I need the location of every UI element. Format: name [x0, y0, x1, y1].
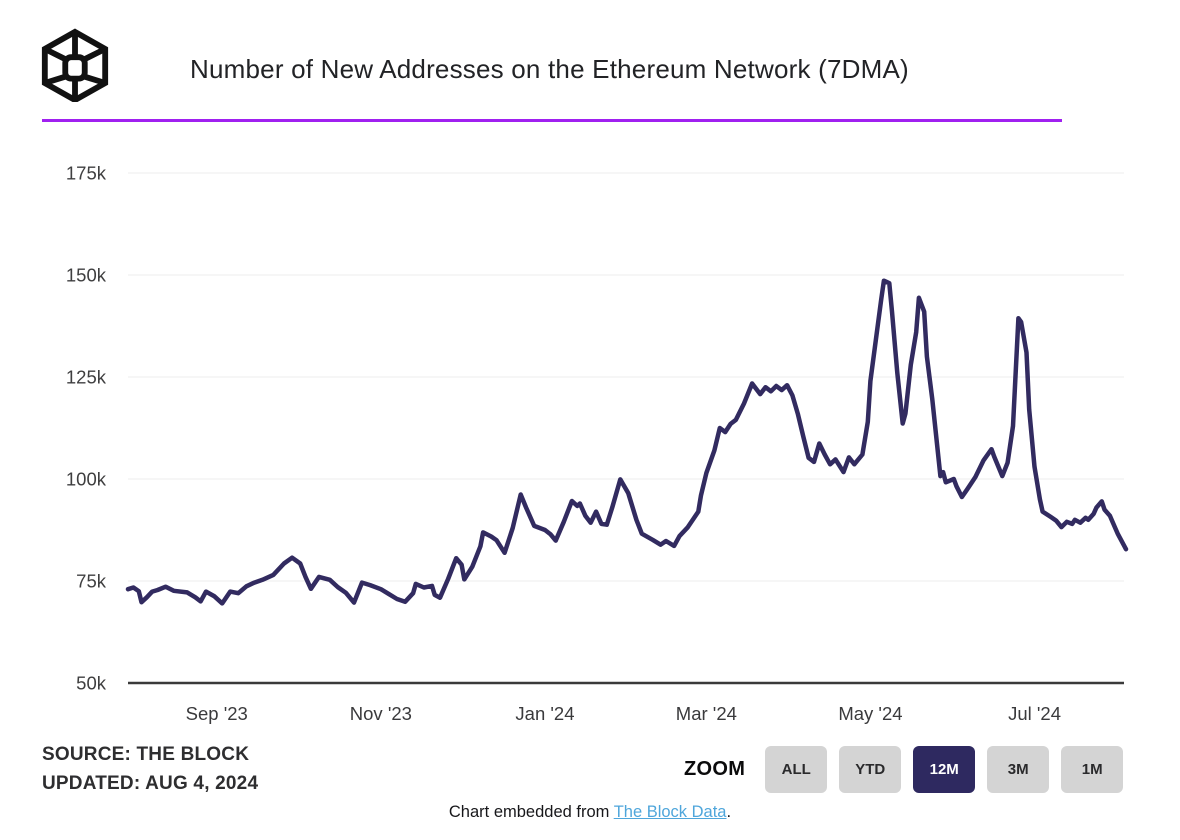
- zoom-button-3m[interactable]: 3M: [987, 746, 1050, 793]
- series-line: [125, 278, 1129, 606]
- embed-note: Chart embedded from The Block Data.: [0, 803, 1180, 822]
- embed-suffix: .: [726, 803, 732, 821]
- y-tick-label: 125k: [66, 367, 107, 388]
- zoom-label: ZOOM: [684, 758, 746, 780]
- x-tick-label: Mar '24: [676, 703, 737, 724]
- zoom-button-1m[interactable]: 1M: [1061, 746, 1124, 793]
- zoom-control: ZOOM ALL YTD 12M 3M 1M: [684, 746, 1124, 793]
- the-block-logo-icon[interactable]: [40, 28, 110, 102]
- x-tick-label: Nov '23: [350, 703, 412, 724]
- zoom-button-12m[interactable]: 12M: [913, 746, 976, 793]
- embed-prefix: Chart embedded from: [448, 803, 614, 821]
- x-tick-label: Jan '24: [515, 703, 574, 724]
- source-attribution: SOURCE: THE BLOCK UPDATED: AUG 4, 2024: [42, 740, 258, 798]
- x-tick-label: Sep '23: [186, 703, 248, 724]
- logo-edge: [83, 73, 107, 86]
- logo-center-square: [62, 54, 88, 82]
- x-tick-label: Jul '24: [1008, 703, 1061, 724]
- logo-edge: [83, 46, 107, 62]
- y-tick-label: 75k: [76, 571, 107, 592]
- y-tick-label: 150k: [66, 265, 107, 286]
- y-tick-label: 50k: [76, 673, 107, 694]
- logo-edge: [43, 73, 67, 86]
- source-line: SOURCE: THE BLOCK: [42, 744, 250, 765]
- zoom-button-all[interactable]: ALL: [765, 746, 828, 793]
- zoom-button-ytd[interactable]: YTD: [839, 746, 902, 793]
- chart-title: Number of New Addresses on the Ethereum …: [190, 54, 909, 84]
- logo-edge: [43, 46, 67, 62]
- x-tick-label: May '24: [838, 703, 902, 724]
- y-tick-label: 100k: [66, 469, 107, 490]
- embed-link[interactable]: The Block Data: [613, 803, 727, 821]
- updated-line: UPDATED: AUG 4, 2024: [42, 773, 259, 794]
- purple-accent-rule: [42, 119, 1062, 122]
- y-tick-label: 175k: [66, 163, 107, 184]
